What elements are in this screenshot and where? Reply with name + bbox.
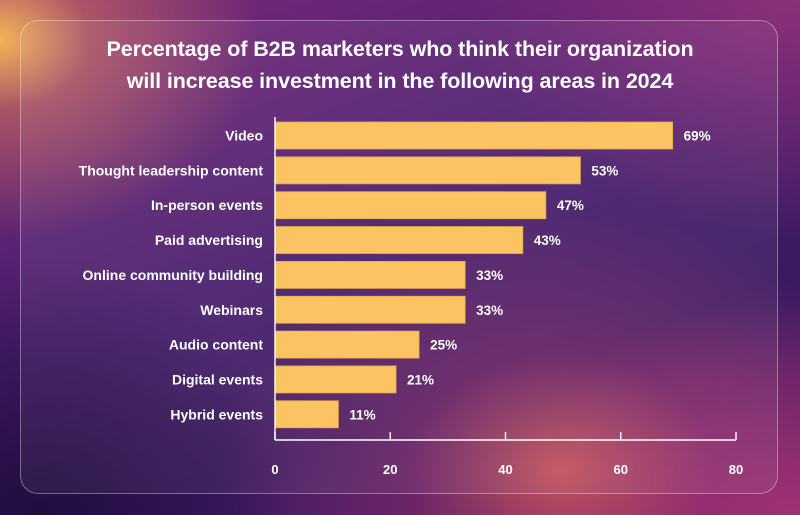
value-label: 43%: [534, 233, 561, 248]
bar-6: [274, 330, 420, 359]
value-label: 11%: [349, 407, 375, 422]
value-label: 53%: [591, 163, 618, 178]
value-label: 21%: [407, 372, 434, 387]
axes-group: 0 20 40 60 80: [271, 117, 743, 477]
value-label: 25%: [430, 338, 457, 353]
category-label: Video: [225, 128, 263, 144]
value-label: 69%: [684, 129, 711, 144]
category-label: In-person events: [151, 197, 263, 213]
chart-title-line-1: Percentage of B2B marketers who think th…: [106, 37, 694, 61]
x-tick-label: 40: [498, 462, 512, 477]
category-label: Paid advertising: [155, 232, 263, 248]
bar-1: [274, 156, 581, 185]
category-label: Thought leadership content: [79, 162, 264, 178]
x-tick-label: 80: [729, 462, 743, 477]
bar-8: [274, 400, 339, 429]
category-label: Audio content: [169, 337, 263, 353]
value-label: 33%: [476, 268, 503, 283]
bar-2: [274, 191, 547, 220]
bar-7: [274, 365, 397, 394]
chart-title: Percentage of B2B marketers who think th…: [20, 33, 780, 97]
bars-group: Video 69% Thought leadership content 53% In-…: [79, 121, 711, 429]
category-label: Online community building: [83, 267, 263, 283]
category-label: Webinars: [200, 302, 263, 318]
category-label: Hybrid events: [170, 406, 263, 422]
value-label: 33%: [476, 303, 503, 318]
category-label: Digital events: [172, 371, 263, 387]
x-tick-label: 20: [383, 462, 397, 477]
bar-3: [274, 226, 524, 254]
x-tick-label: 60: [614, 462, 628, 477]
value-label: 47%: [557, 198, 584, 213]
chart-card: [20, 20, 778, 494]
bar-5: [274, 295, 466, 324]
bar-0: [274, 121, 674, 150]
chart-title-line-2: will increase investment in the followin…: [126, 69, 674, 93]
x-tick-label: 0: [271, 462, 278, 477]
bar-4: [274, 260, 466, 289]
